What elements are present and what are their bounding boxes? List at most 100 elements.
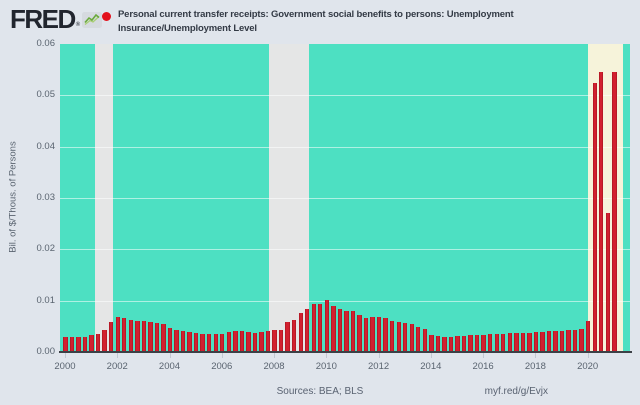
bar xyxy=(63,336,68,352)
x-axis-tick xyxy=(221,353,223,358)
bar xyxy=(265,331,271,352)
x-axis-tick-label: 2014 xyxy=(420,361,442,372)
bar xyxy=(363,318,369,352)
bar xyxy=(226,332,232,352)
bar xyxy=(337,308,343,352)
x-axis-tick xyxy=(169,353,171,358)
bar xyxy=(422,328,428,352)
bar xyxy=(220,333,225,352)
bar xyxy=(514,333,519,352)
x-axis-tick-label: 2012 xyxy=(368,361,390,372)
bar xyxy=(311,304,316,352)
bar xyxy=(442,336,447,352)
y-axis-tick-label: 0.05 xyxy=(36,89,56,101)
bar xyxy=(383,318,388,352)
bar xyxy=(468,335,473,352)
bar xyxy=(135,321,140,352)
plot-area xyxy=(60,44,630,352)
bar xyxy=(579,329,584,352)
chart-title-line1: Personal current transfer receipts: Gove… xyxy=(118,9,514,20)
bar xyxy=(612,71,617,352)
bar xyxy=(572,330,578,352)
bar xyxy=(566,330,571,352)
bar xyxy=(494,333,499,352)
bar xyxy=(148,322,153,352)
bar xyxy=(187,332,192,352)
bar xyxy=(278,329,284,352)
bar xyxy=(553,330,558,352)
x-axis-tick xyxy=(326,353,328,358)
y-axis-tick-label: 0.02 xyxy=(36,243,56,255)
bar xyxy=(213,334,218,352)
bar xyxy=(82,336,88,352)
bar xyxy=(605,212,610,352)
bar xyxy=(174,329,179,352)
chart-title: Personal current transfer receipts: Gove… xyxy=(118,8,514,35)
bar xyxy=(180,331,186,352)
bar xyxy=(95,333,101,352)
bar xyxy=(350,310,356,352)
short-link[interactable]: myf.red/g/Evjx xyxy=(484,386,548,397)
x-axis-tick-label: 2006 xyxy=(211,361,233,372)
bar xyxy=(357,315,362,352)
bar xyxy=(527,333,532,352)
y-axis-tick-label: 0.06 xyxy=(36,38,56,49)
x-axis-tick-label: 2018 xyxy=(524,361,546,372)
bar xyxy=(193,333,199,352)
bar xyxy=(318,303,323,352)
gridline xyxy=(60,146,630,148)
bar xyxy=(487,334,493,352)
fred-logo[interactable]: FRED® xyxy=(10,4,81,35)
x-axis-tick xyxy=(430,353,432,358)
bar xyxy=(305,308,310,352)
bar xyxy=(474,335,480,352)
bar xyxy=(291,320,297,352)
x-axis-tick xyxy=(378,353,380,358)
x-axis-tick-label: 2016 xyxy=(472,361,494,372)
x-axis-baseline xyxy=(59,351,632,353)
gridline xyxy=(60,300,630,302)
bar xyxy=(128,319,134,352)
bar xyxy=(344,310,349,352)
x-axis-tick-label: 2010 xyxy=(315,361,337,372)
x-axis-tick-label: 2020 xyxy=(577,361,599,372)
x-axis-tick xyxy=(64,353,66,358)
gridline xyxy=(60,249,630,251)
bar xyxy=(102,330,107,352)
bar xyxy=(252,333,258,352)
bar xyxy=(540,331,545,352)
sources-note: Sources: BEA; BLS xyxy=(276,386,364,397)
bar xyxy=(324,300,330,352)
bar xyxy=(141,321,147,352)
bar xyxy=(533,331,539,352)
bar xyxy=(559,330,565,352)
bar xyxy=(376,316,382,352)
bar xyxy=(239,331,245,352)
bar xyxy=(272,330,277,352)
chart-title-line2: Insurance/Unemployment Level xyxy=(118,22,257,34)
bar xyxy=(259,332,264,352)
x-axis-tick xyxy=(117,353,119,358)
bar xyxy=(298,312,303,352)
bar xyxy=(435,336,441,352)
bar xyxy=(429,335,434,352)
series-legend-dot xyxy=(102,12,111,21)
x-axis-tick-label: 2008 xyxy=(263,361,285,372)
bar xyxy=(546,330,552,352)
x-axis-tick-label: 2004 xyxy=(158,361,181,372)
bar xyxy=(200,333,205,352)
bar xyxy=(592,83,597,352)
bar xyxy=(331,305,336,352)
bar xyxy=(207,334,212,352)
bar xyxy=(233,331,238,352)
fred-logo-text: FRED xyxy=(10,4,76,34)
bar xyxy=(89,335,94,352)
bar xyxy=(403,322,408,352)
bar xyxy=(599,71,604,352)
bar xyxy=(167,328,173,352)
y-axis-tick-label: 0.03 xyxy=(36,192,56,203)
registered-mark: ® xyxy=(75,22,81,28)
gridline xyxy=(60,198,630,199)
bar xyxy=(370,317,375,352)
